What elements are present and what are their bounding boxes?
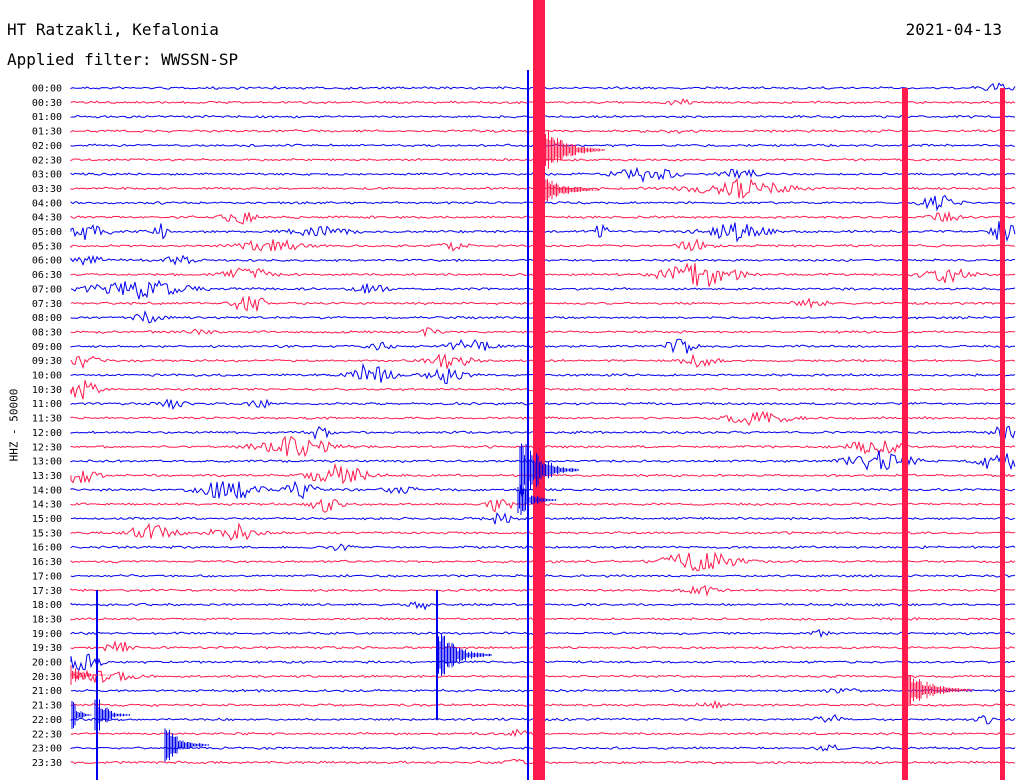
row-tick-label: 02:30	[32, 155, 62, 166]
row-tick-label: 11:00	[32, 399, 62, 410]
row-tick-label: 06:00	[32, 256, 62, 267]
row-tick-label: 00:00	[32, 84, 62, 95]
row-tick-label: 22:00	[32, 715, 62, 726]
row-tick-label: 07:30	[32, 299, 62, 310]
row-tick-label: 12:00	[32, 428, 62, 439]
row-tick-label: 16:30	[32, 557, 62, 568]
event-coda	[164, 728, 209, 762]
row-tick-label: 22:30	[32, 729, 62, 740]
event-group	[70, 0, 1005, 780]
row-tick-label: 10:00	[32, 371, 62, 382]
event-coda	[71, 701, 92, 729]
event-coda	[519, 443, 579, 497]
row-tick-label: 23:30	[32, 758, 62, 769]
row-tick-label: 08:30	[32, 327, 62, 338]
date-label: 2021-04-13	[905, 20, 1002, 39]
station-title: HT Ratzakli, Kefalonia	[7, 20, 219, 39]
row-tick-label: 19:00	[32, 629, 62, 640]
row-tick-label: 19:30	[32, 643, 62, 654]
row-tick-label: 02:00	[32, 141, 62, 152]
row-tick-label: 01:30	[32, 127, 62, 138]
event-coda	[539, 176, 599, 204]
row-tick-label: 04:30	[32, 213, 62, 224]
row-tick-label: 21:30	[32, 701, 62, 712]
row-tick-label: 20:00	[32, 658, 62, 669]
row-tick-label: 03:00	[32, 170, 62, 181]
row-tick-label: 17:30	[32, 586, 62, 597]
row-tick-label: 18:30	[32, 614, 62, 625]
row-tick-label: 12:30	[32, 442, 62, 453]
row-tick-label: 09:00	[32, 342, 62, 353]
row-tick-label: 20:30	[32, 672, 62, 683]
event-coda	[517, 484, 558, 516]
row-tick-label: 15:30	[32, 528, 62, 539]
row-tick-label: 23:00	[32, 744, 62, 755]
row-tick-label: 04:00	[32, 198, 62, 209]
row-tick-label: 08:00	[32, 313, 62, 324]
row-tick-label: 09:30	[32, 356, 62, 367]
event-coda	[94, 695, 130, 735]
event-band	[533, 0, 545, 780]
row-tick-label: 14:30	[32, 500, 62, 511]
row-tick-label: 05:30	[32, 241, 62, 252]
event-coda	[70, 665, 111, 685]
event-coda	[436, 632, 492, 678]
row-tick-label: 18:00	[32, 600, 62, 611]
row-tick-label: 13:30	[32, 471, 62, 482]
row-tick-label: 03:30	[32, 184, 62, 195]
tick-label-group: 00:00 00:30 01:00 01:30 02:00 02:30 03:00 03:30…	[32, 84, 62, 769]
row-tick-label: 10:30	[32, 385, 62, 396]
row-tick-label: 13:00	[32, 457, 62, 468]
row-tick-label: 05:00	[32, 227, 62, 238]
row-tick-label: 21:00	[32, 686, 62, 697]
event-band	[902, 88, 908, 780]
row-tick-label: 17:00	[32, 571, 62, 582]
event-band	[1000, 88, 1005, 780]
row-tick-label: 14:00	[32, 485, 62, 496]
row-tick-label: 16:00	[32, 543, 62, 554]
filter-label: Applied filter: WWSSN-SP	[7, 50, 239, 69]
row-tick-label: 07:00	[32, 284, 62, 295]
event-coda	[902, 666, 973, 714]
row-tick-label: 15:00	[32, 514, 62, 525]
row-tick-label: 06:30	[32, 270, 62, 281]
row-tick-label: 00:30	[32, 98, 62, 109]
event-coda	[534, 114, 605, 186]
row-tick-label: 01:00	[32, 112, 62, 123]
row-tick-label: 11:30	[32, 414, 62, 425]
